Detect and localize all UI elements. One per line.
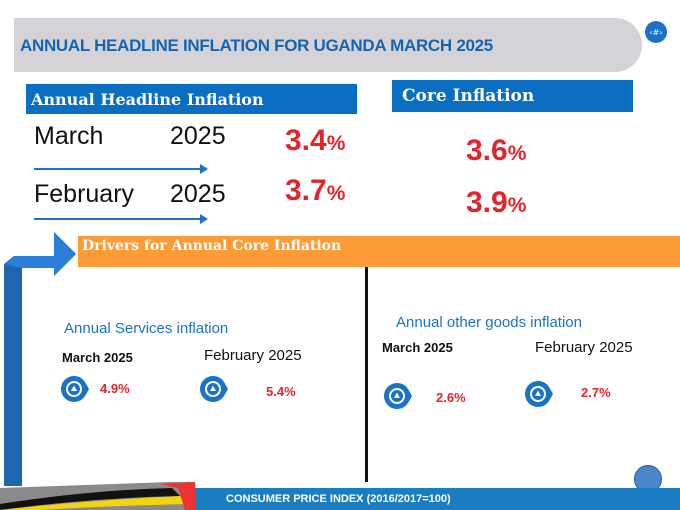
footer-text: CONSUMER PRICE INDEX (2016/2017=100) bbox=[226, 493, 451, 505]
february-label: February bbox=[34, 180, 135, 208]
core-march-value: 3.6% bbox=[466, 134, 527, 167]
other-feb-label: February 2025 bbox=[535, 339, 633, 356]
march-label: March bbox=[34, 122, 104, 150]
february-year: 2025 bbox=[170, 180, 226, 208]
drivers-banner: Drivers for Annual Core Inflation bbox=[78, 236, 680, 267]
up-indicator-icon bbox=[384, 383, 412, 409]
core-february-value: 3.9% bbox=[466, 186, 527, 219]
up-indicator-icon bbox=[525, 381, 553, 407]
other-goods-label: Annual other goods inflation bbox=[396, 314, 582, 331]
march-year: 2025 bbox=[170, 122, 226, 150]
core-inflation-header: Core Inflation bbox=[392, 80, 633, 112]
services-feb-label: February 2025 bbox=[204, 347, 302, 364]
services-feb-value: 5.4% bbox=[266, 384, 296, 399]
flag-ribbon-icon bbox=[0, 482, 195, 510]
bent-arrow-icon bbox=[4, 232, 76, 486]
other-feb-value: 2.7% bbox=[581, 385, 611, 400]
other-march-label: March 2025 bbox=[382, 340, 453, 355]
divider bbox=[365, 267, 368, 482]
up-indicator-icon bbox=[61, 376, 89, 402]
services-march-value: 4.9% bbox=[100, 381, 130, 396]
headline-march-value: 3.4% bbox=[285, 124, 346, 157]
arrow-icon bbox=[34, 214, 208, 224]
page-number-badge: ‹#› bbox=[645, 21, 667, 43]
headline-february-value: 3.7% bbox=[285, 174, 346, 207]
arrow-icon bbox=[34, 164, 208, 174]
up-indicator-icon bbox=[200, 376, 228, 402]
services-label: Annual Services inflation bbox=[64, 320, 229, 337]
other-march-value: 2.6% bbox=[436, 390, 466, 405]
services-march-label: March 2025 bbox=[62, 350, 133, 365]
page-title: ANNUAL HEADLINE INFLATION FOR UGANDA MAR… bbox=[20, 36, 493, 55]
headline-inflation-header: Annual Headline Inflation bbox=[26, 84, 357, 114]
title-banner bbox=[14, 18, 642, 72]
